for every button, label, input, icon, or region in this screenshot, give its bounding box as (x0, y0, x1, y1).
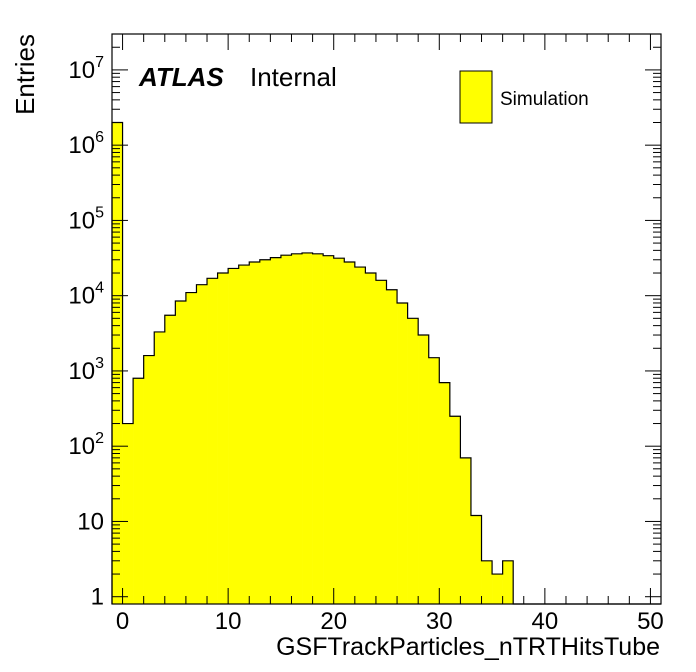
y-tick-label: 105 (68, 204, 104, 234)
histogram-bar (133, 378, 144, 604)
y-tick-label: 103 (68, 355, 104, 385)
histogram-bar (397, 302, 408, 604)
y-tick-label: 106 (68, 129, 104, 159)
histogram-bar (312, 253, 324, 604)
histogram-bar (270, 257, 282, 604)
histogram-bar (333, 258, 345, 604)
histogram-bar (492, 574, 503, 604)
y-tick-label: 107 (68, 54, 104, 84)
y-axis-label: Entries (10, 34, 40, 115)
histogram-bar (280, 255, 292, 605)
histogram-bar (154, 331, 166, 604)
histogram-bar (407, 318, 419, 604)
histogram-bar (365, 273, 377, 604)
histogram-bar (259, 259, 271, 604)
histogram-bar (439, 382, 451, 604)
legend-swatch (459, 70, 493, 124)
histogram-bar (217, 273, 229, 604)
y-tick-label: 1 (91, 584, 104, 611)
x-axis-label: GSFTrackParticles_nTRTHitsTube (276, 633, 660, 661)
histogram-bar (386, 289, 398, 604)
histogram-bar (164, 315, 176, 604)
histogram-bar (375, 280, 387, 604)
histogram-bar (143, 355, 155, 604)
atlas-label: ATLAS (138, 62, 224, 92)
histogram-bar (207, 278, 218, 604)
histogram-bar (481, 560, 493, 604)
y-axis-ticks: 1 10 102 103 104 105 106 107 (68, 33, 661, 611)
x-tick-label: 50 (637, 608, 664, 635)
histogram-bar (122, 423, 134, 604)
x-tick-label: 10 (215, 608, 242, 635)
y-tick-label: 104 (68, 280, 104, 310)
x-tick-label: 20 (320, 608, 347, 635)
histogram-bar (291, 253, 303, 604)
histogram-bar (185, 292, 197, 604)
histogram-bar (302, 252, 313, 604)
histogram-bar (196, 284, 208, 604)
histogram-bar (418, 335, 430, 604)
x-tick-label: 40 (532, 608, 559, 635)
histogram-bar (502, 560, 514, 604)
plot-frame (111, 33, 662, 605)
legend-entry-simulation: Simulation (500, 89, 589, 110)
histogram-bar (354, 267, 366, 604)
histogram-bar (344, 262, 356, 604)
y-tick-label: 102 (68, 430, 104, 460)
histogram-bar (460, 457, 472, 604)
x-tick-label: 30 (426, 608, 453, 635)
histogram-bar (112, 122, 123, 604)
histogram-bar (175, 300, 187, 604)
histogram-outline (111, 121, 661, 605)
histogram-bar (323, 255, 335, 604)
histogram-bar (238, 265, 250, 604)
histogram-bar (228, 268, 239, 604)
y-tick-label: 10 (77, 508, 104, 535)
histogram-bar (249, 262, 261, 604)
x-tick-label: 0 (116, 608, 129, 635)
histogram-bar (449, 416, 461, 604)
x-axis-ticks: 0 10 20 30 40 50 (116, 34, 664, 635)
histogram-bar (428, 357, 440, 604)
internal-label: Internal (250, 62, 337, 92)
histogram-bars (112, 122, 514, 605)
histogram-bar (470, 515, 482, 604)
